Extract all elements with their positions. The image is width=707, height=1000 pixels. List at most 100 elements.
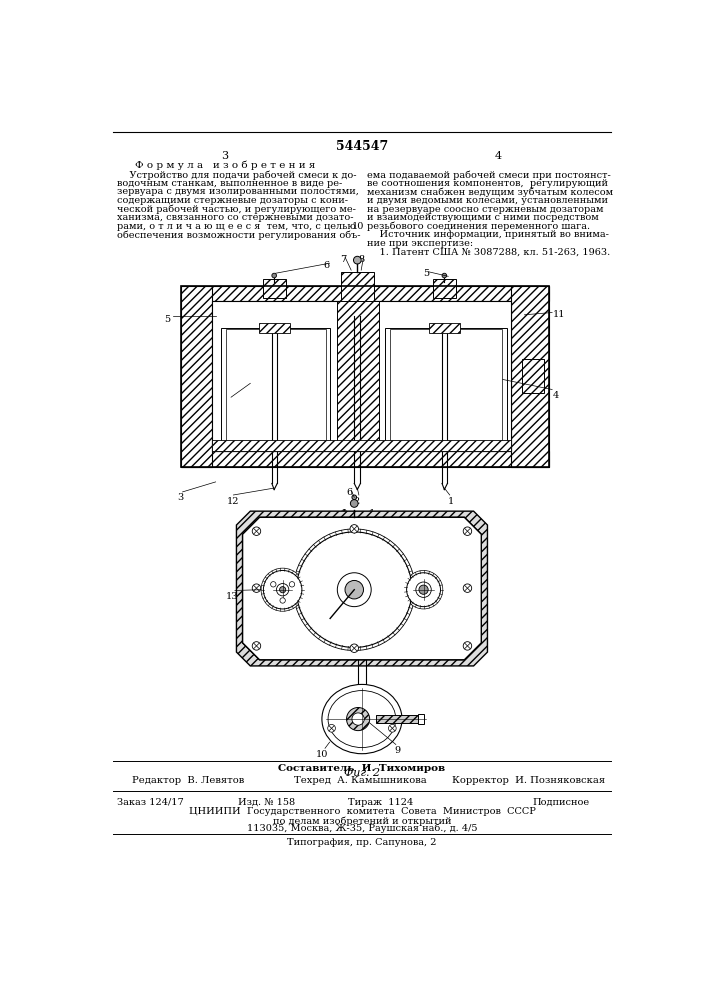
Ellipse shape xyxy=(322,684,402,754)
Circle shape xyxy=(350,644,358,652)
Text: зервуара с двумя изолированными полостями,: зервуара с двумя изолированными полостям… xyxy=(117,187,359,196)
Circle shape xyxy=(271,582,276,587)
Circle shape xyxy=(276,584,288,596)
Text: Фиг. 1: Фиг. 1 xyxy=(339,509,375,519)
Circle shape xyxy=(416,582,431,597)
Bar xyxy=(226,329,326,450)
Bar xyxy=(385,328,507,451)
Text: Составитель  И. Тихомиров: Составитель И. Тихомиров xyxy=(279,764,445,773)
Circle shape xyxy=(252,642,261,650)
Text: Типография, пр. Сапунова, 2: Типография, пр. Сапунова, 2 xyxy=(287,838,437,847)
Text: r: r xyxy=(226,399,230,408)
Text: на резервуаре соосно стержневым дозаторам: на резервуаре соосно стержневым дозатора… xyxy=(368,205,604,214)
Bar xyxy=(181,451,549,466)
Circle shape xyxy=(252,584,261,592)
Circle shape xyxy=(279,587,286,593)
Text: содержащими стержневые дозаторы с кони-: содержащими стержневые дозаторы с кони- xyxy=(117,196,348,205)
Bar xyxy=(522,359,544,393)
Circle shape xyxy=(404,570,443,609)
Text: 5: 5 xyxy=(423,269,429,278)
Polygon shape xyxy=(236,511,487,666)
Circle shape xyxy=(354,256,361,264)
Circle shape xyxy=(442,273,447,278)
Circle shape xyxy=(337,573,371,607)
Bar xyxy=(418,714,424,724)
Text: 1: 1 xyxy=(448,497,455,506)
Text: 2: 2 xyxy=(354,497,360,506)
Text: 4: 4 xyxy=(553,391,559,400)
Circle shape xyxy=(289,582,295,587)
Circle shape xyxy=(419,585,428,594)
Circle shape xyxy=(351,500,358,507)
Text: 8: 8 xyxy=(359,255,365,264)
Circle shape xyxy=(345,580,363,599)
Circle shape xyxy=(350,525,358,533)
Text: водочным станкам, выполненное в виде ре-: водочным станкам, выполненное в виде ре- xyxy=(117,179,342,188)
Text: 6: 6 xyxy=(324,261,329,270)
Text: и взаимодействующими с ними посредством: и взаимодействующими с ними посредством xyxy=(368,213,599,222)
Bar xyxy=(181,286,549,466)
Text: Ф о р м у л а   и з о б р е т е н и я: Ф о р м у л а и з о б р е т е н и я xyxy=(135,161,315,170)
Bar xyxy=(337,301,379,451)
Bar xyxy=(181,286,212,466)
Polygon shape xyxy=(243,517,481,660)
Bar xyxy=(341,272,373,301)
Circle shape xyxy=(463,642,472,650)
Bar xyxy=(262,279,286,298)
Polygon shape xyxy=(243,517,481,660)
Text: Фиг. 2: Фиг. 2 xyxy=(344,768,380,778)
Circle shape xyxy=(293,529,415,651)
Text: Источник информации, принятый во внима-: Источник информации, принятый во внима- xyxy=(368,230,609,239)
Circle shape xyxy=(388,724,396,732)
Circle shape xyxy=(272,273,276,278)
Text: Изд. № 158: Изд. № 158 xyxy=(238,798,295,807)
Text: 544547: 544547 xyxy=(336,140,388,153)
Circle shape xyxy=(407,573,440,607)
Bar xyxy=(181,286,549,301)
Text: Подписное: Подписное xyxy=(533,798,590,807)
Text: ве соотношения компонентов,  регулирующий: ве соотношения компонентов, регулирующий xyxy=(368,179,608,188)
Text: резьбового соединения переменного шага.: резьбового соединения переменного шага. xyxy=(368,222,590,231)
Text: обеспечения возможности регулирования объ-: обеспечения возможности регулирования об… xyxy=(117,230,361,240)
Circle shape xyxy=(352,713,364,725)
Bar xyxy=(212,440,510,451)
Text: 10: 10 xyxy=(352,222,364,231)
Text: Устройство для подачи рабочей смеси к до-: Устройство для подачи рабочей смеси к до… xyxy=(117,170,356,180)
Text: 5: 5 xyxy=(164,315,170,324)
Text: Тираж  1124: Тираж 1124 xyxy=(348,798,414,807)
Text: ческой рабочей частью, и регулирующего ме-: ческой рабочей частью, и регулирующего м… xyxy=(117,205,356,214)
Circle shape xyxy=(296,532,412,647)
Ellipse shape xyxy=(328,691,396,748)
Text: Техред  А. Камышникова: Техред А. Камышникова xyxy=(294,776,427,785)
Circle shape xyxy=(328,724,335,732)
Text: 3: 3 xyxy=(221,151,228,161)
Text: ханизма, связанного со стержневыми дозато-: ханизма, связанного со стержневыми дозат… xyxy=(117,213,354,222)
Text: 3: 3 xyxy=(177,493,183,502)
Bar xyxy=(429,323,460,333)
Text: 13: 13 xyxy=(226,592,238,601)
Circle shape xyxy=(252,527,261,535)
Circle shape xyxy=(346,708,370,731)
Text: 10: 10 xyxy=(316,750,328,759)
Text: 9: 9 xyxy=(395,746,400,755)
Bar xyxy=(510,286,549,466)
Text: 7: 7 xyxy=(340,255,346,264)
Bar xyxy=(433,279,456,298)
Text: ние при экспертизе:: ние при экспертизе: xyxy=(368,239,474,248)
Circle shape xyxy=(463,527,472,535)
Text: 4: 4 xyxy=(495,151,502,161)
Circle shape xyxy=(463,584,472,592)
Text: ема подаваемой рабочей смеси при постоянст-: ема подаваемой рабочей смеси при постоян… xyxy=(368,170,611,180)
Text: механизм снабжен ведущим зубчатым колесом: механизм снабжен ведущим зубчатым колесо… xyxy=(368,187,614,197)
Circle shape xyxy=(264,570,302,609)
Bar xyxy=(221,328,330,451)
Bar xyxy=(259,323,290,333)
Circle shape xyxy=(261,568,304,611)
Text: 113035, Москва, Ж-35, Раушская наб., д. 4/5: 113035, Москва, Ж-35, Раушская наб., д. … xyxy=(247,824,477,833)
Bar xyxy=(390,329,502,450)
Text: Редактор  В. Левятов: Редактор В. Левятов xyxy=(132,776,245,785)
Circle shape xyxy=(280,598,286,603)
Text: рами, о т л и ч а ю щ е е с я  тем, что, с целью: рами, о т л и ч а ю щ е е с я тем, что, … xyxy=(117,222,356,231)
Bar xyxy=(376,715,418,723)
Text: ЦНИИПИ  Государственного  комитета  Совета  Министров  СССР: ЦНИИПИ Государственного комитета Совета … xyxy=(189,807,535,816)
